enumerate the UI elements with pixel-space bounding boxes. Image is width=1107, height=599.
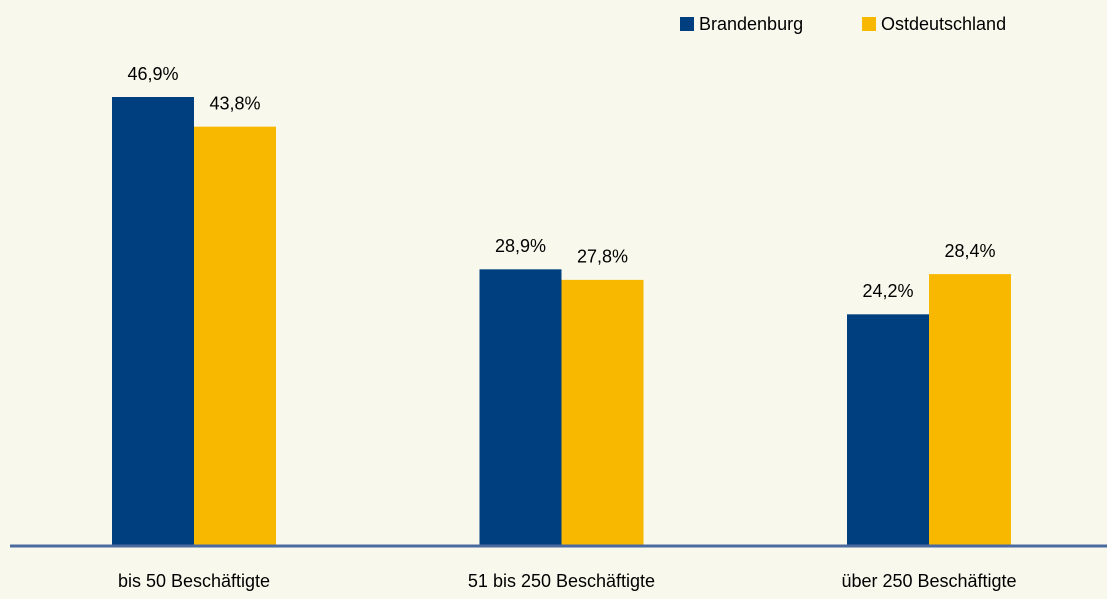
data-label: 28,4% (944, 241, 995, 261)
legend-label: Ostdeutschland (881, 14, 1006, 34)
x-tick-label: bis 50 Beschäftigte (118, 571, 270, 591)
bar (479, 269, 562, 546)
bar (194, 126, 276, 546)
legend-swatch (862, 17, 876, 31)
legend-label: Brandenburg (699, 14, 803, 34)
bar (847, 314, 929, 546)
data-label: 27,8% (577, 247, 628, 267)
data-label: 43,8% (209, 93, 260, 113)
data-label: 28,9% (495, 236, 546, 256)
bar (929, 274, 1011, 546)
x-tick-label: über 250 Beschäftigte (841, 571, 1016, 591)
x-tick-label: 51 bis 250 Beschäftigte (468, 571, 655, 591)
data-label: 24,2% (862, 281, 913, 301)
bar (561, 279, 644, 546)
legend-swatch (680, 17, 694, 31)
data-label: 46,9% (127, 64, 178, 84)
bar (112, 97, 194, 546)
